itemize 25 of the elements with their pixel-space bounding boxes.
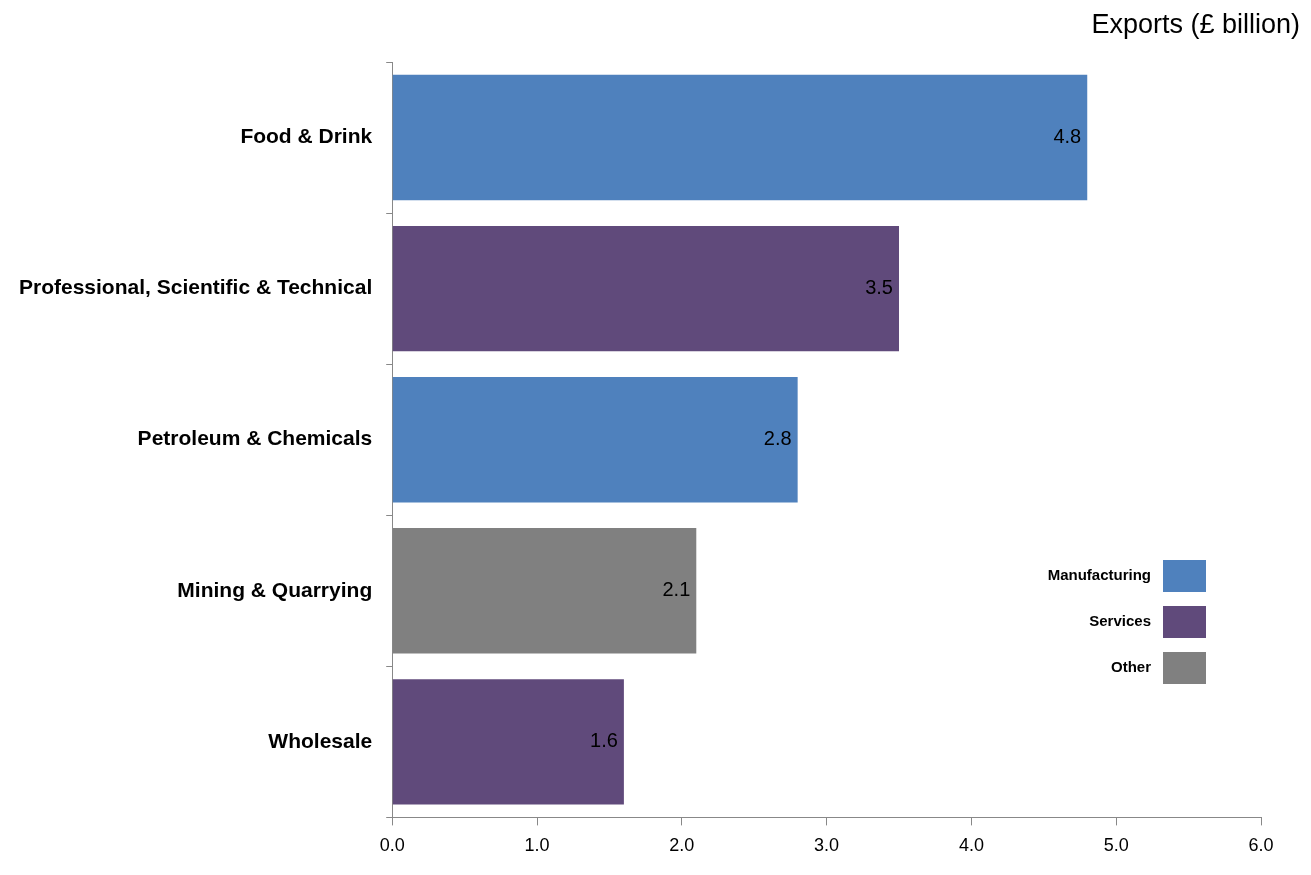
- x-tick-label: 2.0: [669, 835, 695, 856]
- data-label: 2.1: [662, 578, 691, 601]
- bar: [392, 679, 624, 805]
- data-label: 4.8: [1053, 125, 1082, 148]
- x-axis-title: Exports (£ billion): [1091, 8, 1300, 39]
- data-label: 1.6: [590, 729, 618, 752]
- data-label: 2.8: [763, 427, 792, 450]
- legend-label: Other: [1110, 658, 1152, 676]
- x-tick-label: 4.0: [958, 835, 984, 856]
- x-tick-label: 3.0: [814, 835, 840, 856]
- x-tick-label: 1.0: [524, 835, 550, 856]
- bar: [392, 377, 798, 503]
- data-label: 3.5: [865, 276, 894, 299]
- y-tick-label: Mining & Quarrying: [177, 577, 373, 601]
- legend-label: Services: [1089, 612, 1151, 630]
- x-tick-label: 6.0: [1248, 835, 1274, 856]
- bar: [392, 74, 1088, 201]
- y-tick-label: Wholesale: [268, 728, 373, 752]
- legend-label: Manufacturing: [1047, 566, 1151, 584]
- bar: [392, 225, 900, 352]
- x-tick-label: 0.0: [379, 835, 405, 856]
- y-tick-label: Petroleum & Chemicals: [137, 426, 373, 450]
- y-tick-label: Professional, Scientific & Technical: [19, 275, 373, 299]
- y-tick-label: Food & Drink: [240, 124, 373, 148]
- x-tick-label: 5.0: [1103, 835, 1129, 856]
